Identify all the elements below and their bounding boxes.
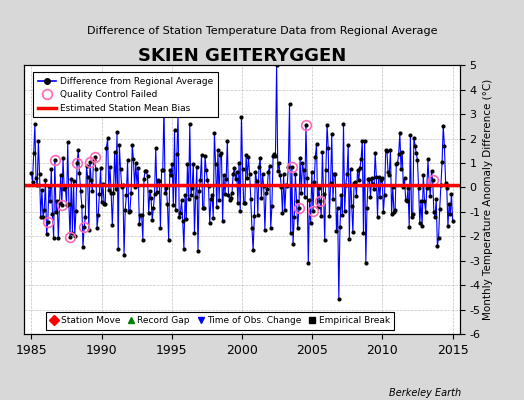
Y-axis label: Monthly Temperature Anomaly Difference (°C): Monthly Temperature Anomaly Difference (…	[483, 79, 493, 320]
Text: Difference of Station Temperature Data from Regional Average: Difference of Station Temperature Data f…	[87, 26, 437, 36]
Text: Berkeley Earth: Berkeley Earth	[389, 388, 461, 398]
Legend: Station Move, Record Gap, Time of Obs. Change, Empirical Break: Station Move, Record Gap, Time of Obs. C…	[46, 312, 394, 330]
Title: SKIEN GEITERYGGEN: SKIEN GEITERYGGEN	[138, 47, 346, 65]
